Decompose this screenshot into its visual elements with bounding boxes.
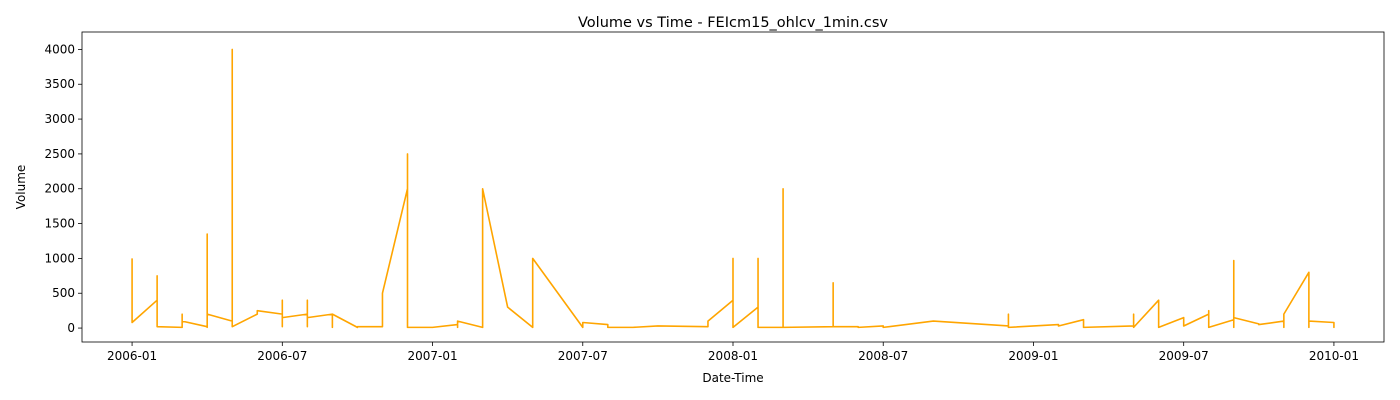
y-axis-label: Volume <box>14 165 28 210</box>
x-tick-label: 2009-01 <box>1008 349 1058 363</box>
chart-title: Volume vs Time - FEIcm15_ohlcv_1min.csv <box>578 15 888 31</box>
x-tick-label: 2008-01 <box>708 349 758 363</box>
y-tick-label: 1500 <box>44 217 75 231</box>
x-tick-label: 2006-01 <box>107 349 157 363</box>
y-tick-label: 4000 <box>44 42 75 56</box>
y-tick-label: 2000 <box>44 182 75 196</box>
x-tick-label: 2009-07 <box>1159 349 1209 363</box>
y-tick-label: 0 <box>67 321 75 335</box>
y-tick-label: 3500 <box>44 77 75 91</box>
y-tick-label: 3000 <box>44 112 75 126</box>
x-tick-label: 2006-07 <box>257 349 307 363</box>
x-axis-label: Date-Time <box>702 371 763 385</box>
x-tick-label: 2007-01 <box>407 349 457 363</box>
y-tick-label: 2500 <box>44 147 75 161</box>
y-tick-label: 500 <box>52 286 75 300</box>
data-line <box>131 48 1335 329</box>
x-tick-label: 2007-07 <box>558 349 608 363</box>
plot-frame <box>81 31 1385 343</box>
y-tick-label: 1000 <box>44 251 75 265</box>
x-tick-label: 2008-07 <box>858 349 908 363</box>
x-tick-label: 2010-01 <box>1309 349 1359 363</box>
